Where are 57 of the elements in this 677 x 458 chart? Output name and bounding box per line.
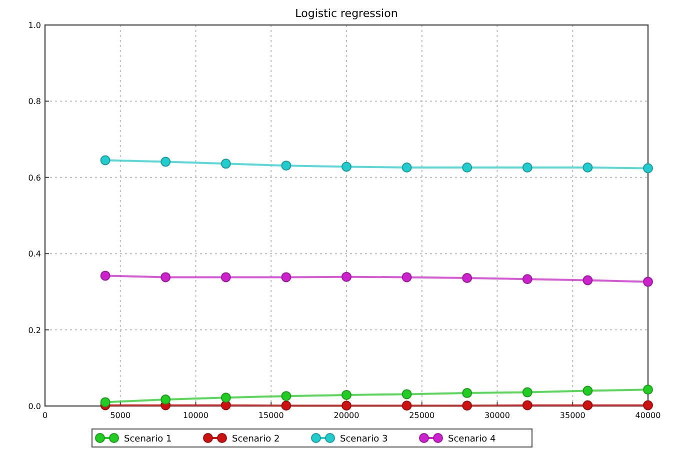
point <box>402 389 412 400</box>
point <box>281 160 292 171</box>
y-tick-label: 1.0 <box>28 21 41 30</box>
x-tick-label: 30000 <box>484 411 510 420</box>
point <box>342 400 352 411</box>
y-tick-label: 0.0 <box>28 402 41 411</box>
point <box>582 400 593 410</box>
point <box>100 397 110 408</box>
point <box>522 400 532 410</box>
point <box>342 162 352 172</box>
point <box>220 392 231 403</box>
x-tick-label: 20000 <box>334 411 360 420</box>
legend-label: Scenario 3 <box>340 434 388 444</box>
chart-title: Logistic regression <box>295 7 398 20</box>
point <box>342 390 352 400</box>
point <box>220 272 231 282</box>
point <box>160 156 171 167</box>
x-tick-label: 15000 <box>258 411 284 420</box>
point <box>643 276 653 287</box>
point <box>100 155 110 166</box>
point <box>160 394 171 405</box>
point <box>643 384 653 395</box>
point <box>522 387 532 398</box>
y-tick-label: 0.2 <box>28 326 41 335</box>
point <box>582 386 593 396</box>
point <box>100 270 110 281</box>
point <box>522 274 532 284</box>
point <box>402 400 412 411</box>
x-tick-label: 0 <box>42 411 48 420</box>
x-tick-label: 35000 <box>560 411 586 420</box>
point <box>220 158 231 169</box>
x-tick-label: 10000 <box>183 411 208 420</box>
point <box>643 163 653 174</box>
point <box>643 400 653 410</box>
point <box>522 162 532 172</box>
y-tick-label: 0.8 <box>28 97 41 106</box>
point <box>281 272 292 282</box>
point <box>402 162 412 172</box>
point <box>281 391 292 402</box>
point <box>402 272 412 282</box>
point <box>160 272 171 282</box>
legend-label: Scenario 2 <box>232 434 280 444</box>
point <box>462 272 472 283</box>
legend-label: Scenario 1 <box>124 434 172 444</box>
point <box>582 275 593 286</box>
y-tick-label: 0.6 <box>28 173 41 182</box>
x-tick-label: 5000 <box>110 411 131 420</box>
point <box>281 400 292 411</box>
x-tick-label: 25000 <box>409 411 435 420</box>
legend-label: Scenario 4 <box>448 434 496 444</box>
point <box>462 400 472 411</box>
point <box>462 388 472 398</box>
point <box>342 272 352 282</box>
x-tick-label: 40000 <box>635 411 661 420</box>
point <box>582 162 593 172</box>
y-tick-label: 0.4 <box>28 250 41 259</box>
point <box>462 162 472 172</box>
